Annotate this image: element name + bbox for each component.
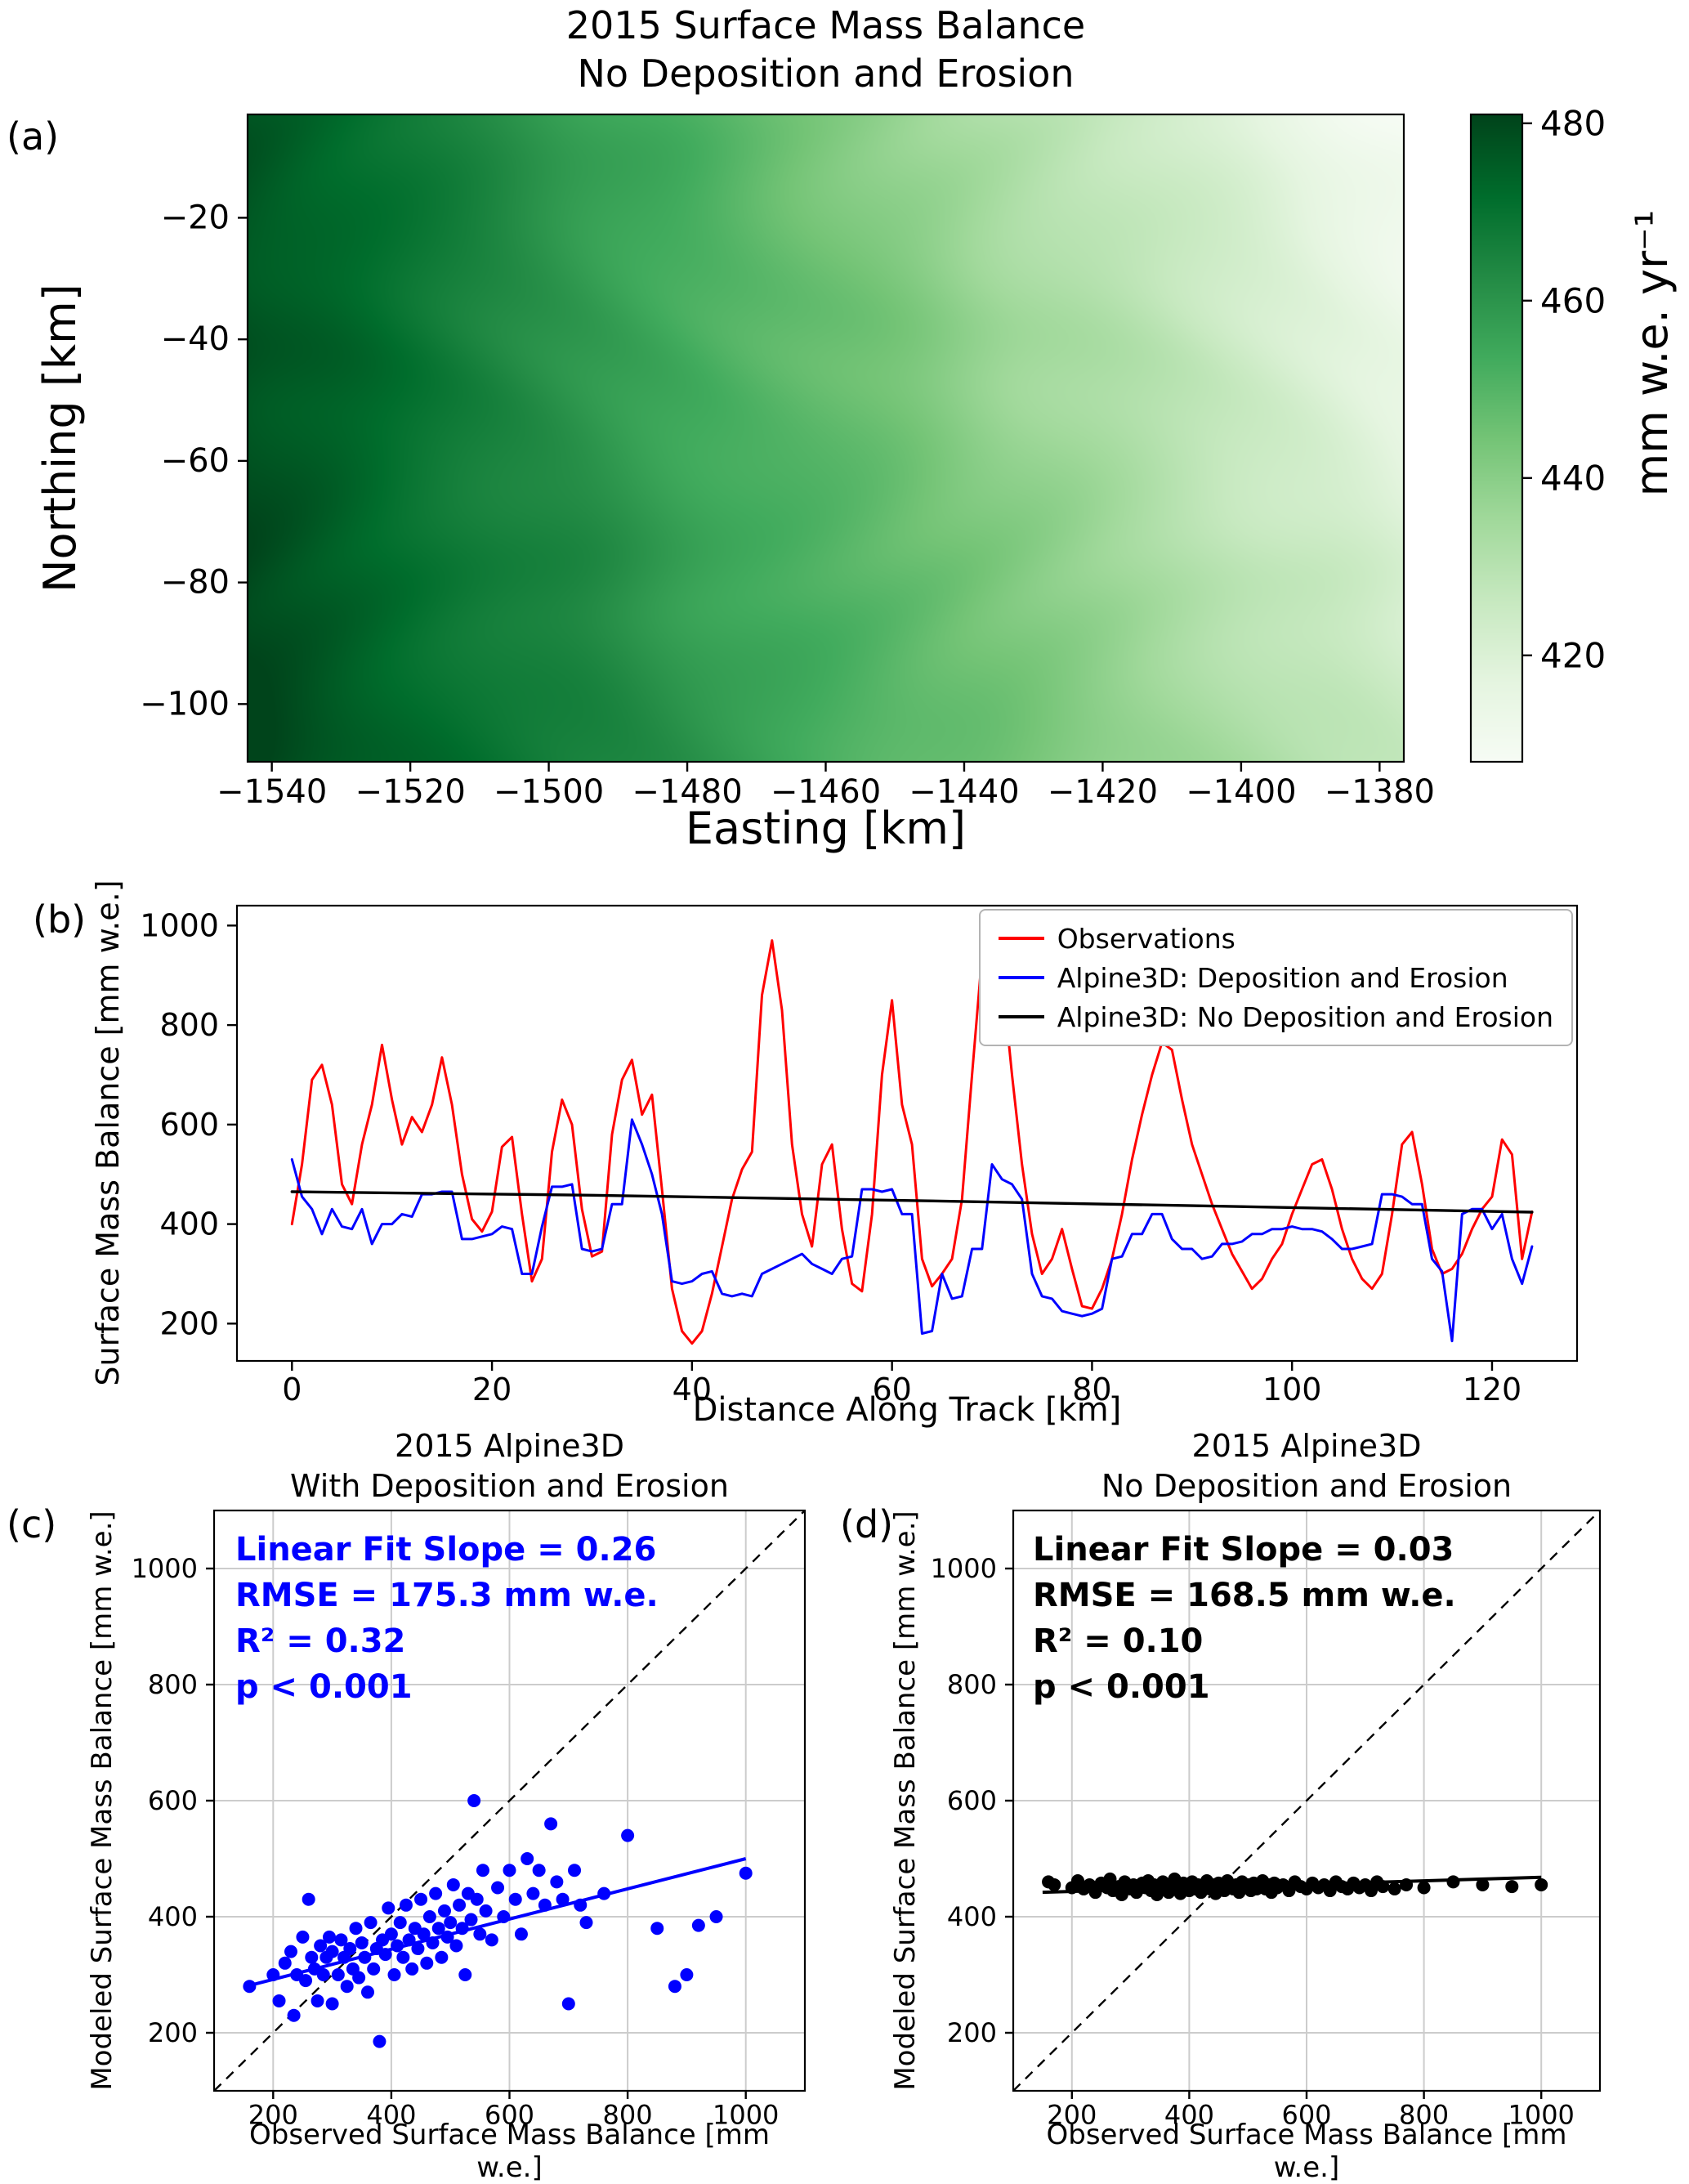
svg-text:800: 800 [148, 1669, 198, 1700]
stats-c-r2: R² = 0.32 [235, 1622, 406, 1660]
stats-c-slope: Linear Fit Slope = 0.26 [235, 1531, 657, 1569]
svg-text:200: 200 [159, 1305, 219, 1341]
panel-d-title-line1: 2015 Alpine3D [1191, 1428, 1422, 1464]
panel-a-title: 2015 Surface Mass Balance No Deposition … [248, 2, 1404, 98]
svg-text:600: 600 [947, 1785, 997, 1816]
stats-d-slope: Linear Fit Slope = 0.03 [1033, 1531, 1454, 1569]
panel-d-ylabel: Modeled Surface Mass Balance [mm w.e.] [889, 1510, 922, 2091]
panel-c-ylabel: Modeled Surface Mass Balance [mm w.e.] [86, 1510, 118, 2091]
stats-c-rmse: RMSE = 175.3 mm w.e. [235, 1577, 659, 1614]
legend: Observations Alpine3D: Deposition and Er… [978, 909, 1573, 1046]
stats-d: Linear Fit Slope = 0.03 RMSE = 168.5 mm … [1033, 1527, 1456, 1710]
svg-text:−80: −80 [161, 564, 230, 602]
svg-text:−100: −100 [140, 685, 230, 723]
legend-item-alpine3d-no-deposition: Alpine3D: No Deposition and Erosion [998, 997, 1553, 1036]
legend-label-alpine3d-deposition: Alpine3D: Deposition and Erosion [1057, 961, 1508, 994]
svg-text:460: 460 [1540, 280, 1606, 320]
panel-b-xlabel: Distance Along Track [km] [692, 1391, 1122, 1429]
panel-label-a: (a) [7, 114, 60, 159]
legend-swatch-2 [998, 1015, 1044, 1018]
svg-text:600: 600 [159, 1107, 219, 1143]
svg-text:420: 420 [1540, 635, 1606, 675]
stats-d-pvalue: p < 0.001 [1033, 1668, 1210, 1706]
legend-swatch-1 [998, 976, 1044, 979]
panel-d-title-line2: No Deposition and Erosion [1101, 1468, 1513, 1505]
panel-label-c: (c) [7, 1502, 57, 1546]
svg-text:400: 400 [148, 1901, 198, 1932]
legend-item-observations: Observations [998, 919, 1553, 958]
svg-text:400: 400 [947, 1901, 997, 1932]
svg-text:1000: 1000 [931, 1553, 997, 1584]
svg-text:800: 800 [947, 1669, 997, 1700]
svg-text:200: 200 [148, 2017, 198, 2048]
svg-text:440: 440 [1540, 458, 1606, 498]
svg-text:−60: −60 [161, 442, 230, 480]
svg-text:400: 400 [159, 1206, 219, 1242]
panel-a-xlabel: Easting [km] [685, 803, 967, 854]
panel-label-b: (b) [33, 897, 87, 942]
stats-d-rmse: RMSE = 168.5 mm w.e. [1033, 1577, 1456, 1614]
panel-c-title-line2: With Deposition and Erosion [290, 1468, 729, 1505]
svg-text:1000: 1000 [140, 907, 219, 943]
stats-d-r2: R² = 0.10 [1033, 1622, 1204, 1660]
panel-d-title: 2015 Alpine3D No Deposition and Erosion [1013, 1426, 1600, 1507]
heatmap-image [248, 114, 1404, 762]
panel-a-title-line2: No Deposition and Erosion [577, 51, 1075, 96]
svg-text:200: 200 [947, 2017, 997, 2048]
panel-c-title: 2015 Alpine3D With Deposition and Erosio… [214, 1426, 805, 1507]
panel-a-title-line1: 2015 Surface Mass Balance [565, 3, 1086, 47]
svg-text:600: 600 [148, 1785, 198, 1816]
panel-c-title-line1: 2015 Alpine3D [395, 1428, 624, 1464]
svg-text:1000: 1000 [132, 1553, 198, 1584]
panel-a-ylabel: Northing [km] [34, 284, 86, 593]
svg-text:−20: −20 [161, 199, 230, 236]
panel-d-xlabel: Observed Surface Mass Balance [mm w.e.] [1046, 2119, 1567, 2184]
legend-swatch-0 [998, 937, 1044, 940]
svg-text:480: 480 [1540, 103, 1606, 143]
stats-c-pvalue: p < 0.001 [235, 1668, 413, 1706]
panel-c-xlabel: Observed Surface Mass Balance [mm w.e.] [248, 2119, 771, 2184]
legend-item-alpine3d-deposition: Alpine3D: Deposition and Erosion [998, 958, 1553, 997]
colorbar-label: mm w.e. yr⁻¹ [1626, 209, 1678, 497]
svg-text:−40: −40 [161, 320, 230, 358]
legend-label-observations: Observations [1057, 922, 1235, 955]
stats-c: Linear Fit Slope = 0.26 RMSE = 175.3 mm … [235, 1527, 659, 1710]
panel-b-ylabel: Surface Mass Balance [mm w.e.] [90, 879, 126, 1386]
svg-text:800: 800 [159, 1007, 219, 1043]
panel-label-d: (d) [840, 1502, 894, 1546]
legend-label-alpine3d-no-deposition: Alpine3D: No Deposition and Erosion [1057, 1000, 1553, 1033]
colorbar [1471, 114, 1522, 762]
